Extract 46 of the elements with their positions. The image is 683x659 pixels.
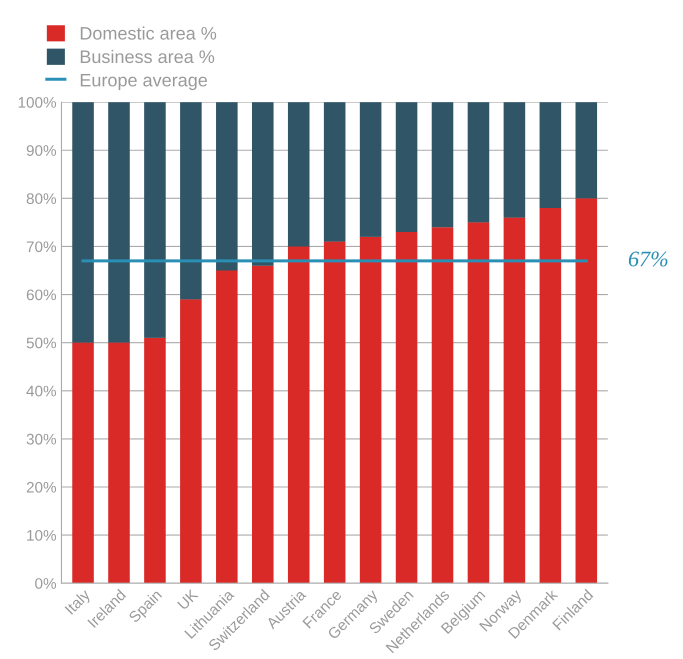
y-tick-label: 90% [26, 145, 56, 156]
bar [432, 102, 454, 228]
bar [468, 102, 490, 222]
bar [540, 102, 562, 208]
y-tick-label: 20% [26, 482, 56, 493]
bar [108, 342, 130, 584]
bar [252, 102, 274, 266]
bar [180, 299, 202, 584]
bar [108, 102, 130, 343]
bar [396, 102, 418, 232]
y-tick-label: 50% [26, 338, 56, 348]
bar [432, 227, 454, 584]
y-tick-label: 0% [35, 578, 56, 589]
legend-label: Domestic area % [80, 26, 216, 40]
annotation: 67% [628, 251, 668, 267]
y-tick-label: 70% [26, 241, 56, 252]
bar [180, 102, 202, 300]
legend-label: Europe average [80, 74, 208, 90]
bar [216, 102, 238, 271]
bar [504, 218, 526, 584]
bar [396, 232, 418, 584]
y-tick-label: 30% [26, 434, 56, 445]
bar [360, 102, 382, 237]
bar [360, 236, 382, 584]
bar [576, 198, 598, 584]
bar [288, 102, 310, 246]
y-tick-label: 10% [27, 530, 56, 541]
bar [72, 342, 94, 584]
bar [540, 208, 562, 584]
bar [504, 102, 526, 218]
bar [216, 270, 238, 584]
x-tick-label: Italy [64, 588, 94, 617]
y-tick-label: 80% [26, 193, 56, 204]
bar [468, 222, 490, 584]
y-tick-label: 100% [18, 97, 56, 108]
bar [72, 102, 94, 343]
y-tick-label: 60% [26, 289, 56, 300]
bar [288, 246, 310, 584]
bar [324, 242, 346, 584]
bar [144, 338, 166, 584]
y-tick-label: 40% [26, 386, 56, 396]
bar [252, 266, 274, 584]
bar [324, 102, 346, 242]
legend-label: Business area % [80, 50, 214, 64]
bar [576, 102, 598, 198]
bar [144, 102, 166, 338]
